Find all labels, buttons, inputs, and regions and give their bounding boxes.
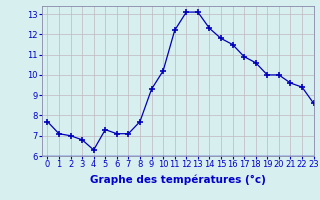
X-axis label: Graphe des températures (°c): Graphe des températures (°c) [90, 175, 266, 185]
